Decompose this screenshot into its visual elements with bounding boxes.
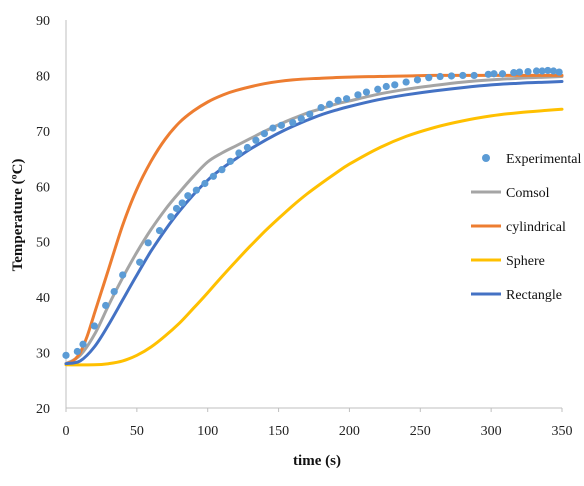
- y-tick-label: 20: [36, 402, 50, 417]
- series-line-sphere: [64, 107, 564, 367]
- legend-label-comsol: Comsol: [506, 186, 550, 201]
- data-point-experimental: [90, 322, 98, 330]
- data-point-experimental: [192, 186, 200, 194]
- x-tick-label: 300: [481, 424, 502, 439]
- data-point-experimental: [136, 258, 144, 266]
- data-point-experimental: [110, 288, 118, 296]
- x-tick-label: 100: [197, 424, 218, 439]
- data-point-experimental: [277, 121, 286, 129]
- data-point-experimental: [172, 204, 181, 213]
- data-point-experimental: [510, 69, 518, 77]
- data-point-experimental: [155, 227, 164, 235]
- data-point-experimental: [555, 68, 563, 76]
- data-point-experimental: [119, 271, 127, 279]
- y-tick-label: 40: [36, 291, 50, 306]
- data-point-experimental: [306, 110, 314, 118]
- data-point-experimental: [178, 199, 186, 207]
- data-point-experimental: [425, 74, 433, 82]
- y-tick-label: 70: [36, 125, 50, 140]
- data-point-experimental: [382, 82, 390, 91]
- data-point-experimental: [544, 66, 552, 75]
- y-tick-label: 80: [36, 69, 50, 84]
- data-point-experimental: [459, 71, 467, 80]
- data-point-experimental: [374, 85, 382, 93]
- data-point-experimental: [549, 67, 558, 75]
- data-point-experimental: [470, 71, 478, 80]
- x-tick-label: 50: [130, 424, 144, 439]
- data-point-experimental: [342, 95, 351, 103]
- data-point-experimental: [515, 68, 524, 76]
- series-line-rectangle: [64, 80, 564, 366]
- legend-label-rectangle: Rectangle: [506, 288, 562, 303]
- data-point-experimental: [354, 91, 362, 99]
- x-tick-label: 250: [410, 424, 431, 439]
- data-point-experimental: [226, 157, 234, 165]
- y-axis-title: Temperature (ºC): [10, 159, 26, 272]
- data-point-experimental: [252, 136, 260, 144]
- data-point-experimental: [289, 118, 297, 127]
- y-tick-label: 60: [36, 180, 50, 195]
- data-point-experimental: [235, 149, 243, 157]
- x-tick-label: 350: [552, 424, 573, 439]
- data-point-experimental: [402, 78, 410, 86]
- data-point-experimental: [317, 103, 325, 112]
- series-layer: [62, 66, 564, 367]
- data-point-experimental: [269, 124, 277, 132]
- data-point-experimental: [184, 192, 192, 200]
- data-point-experimental: [167, 213, 175, 221]
- data-point-experimental: [209, 172, 217, 180]
- data-point-experimental: [243, 143, 251, 152]
- x-axis-title: time (s): [293, 453, 341, 469]
- data-point-experimental: [447, 72, 456, 80]
- data-point-experimental: [144, 239, 152, 247]
- x-tick-label: 0: [63, 424, 70, 439]
- legend-label-experimental: Experimental: [506, 152, 582, 167]
- y-tick-label: 50: [36, 236, 50, 251]
- data-point-experimental: [79, 340, 87, 348]
- data-point-experimental: [218, 166, 226, 174]
- data-point-experimental: [102, 301, 110, 310]
- data-point-experimental: [436, 72, 444, 81]
- data-point-experimental: [362, 88, 371, 96]
- legend-label-cylindrical: cylindrical: [506, 220, 566, 235]
- data-point-experimental: [297, 115, 305, 123]
- axes: 20 30 40 50 60 70 80 90 0 50 100 150 200 250 300 350: [36, 14, 573, 439]
- data-point-experimental: [484, 70, 492, 78]
- y-tick-label: 90: [36, 14, 50, 29]
- data-point-experimental: [413, 76, 422, 84]
- data-point-experimental: [325, 100, 334, 108]
- x-tick-label: 200: [339, 424, 360, 439]
- y-tick-label: 30: [36, 347, 50, 362]
- x-tick-label: 150: [268, 424, 289, 439]
- data-point-experimental: [532, 67, 541, 75]
- data-point-experimental: [334, 96, 342, 104]
- data-point-experimental: [201, 179, 209, 188]
- data-point-experimental: [391, 81, 399, 89]
- legend-marker-experimental: [482, 154, 490, 162]
- series-line-comsol: [64, 75, 564, 366]
- legend-label-sphere: Sphere: [506, 254, 545, 269]
- data-point-experimental: [538, 67, 546, 75]
- data-point-experimental: [260, 130, 268, 138]
- data-point-experimental: [490, 70, 498, 78]
- data-point-experimental: [498, 70, 507, 78]
- data-point-experimental: [73, 347, 81, 356]
- data-point-experimental: [62, 351, 70, 359]
- data-point-experimental: [524, 67, 532, 76]
- legend: Experimental Comsol cylindrical Sphere Recta…: [471, 152, 582, 303]
